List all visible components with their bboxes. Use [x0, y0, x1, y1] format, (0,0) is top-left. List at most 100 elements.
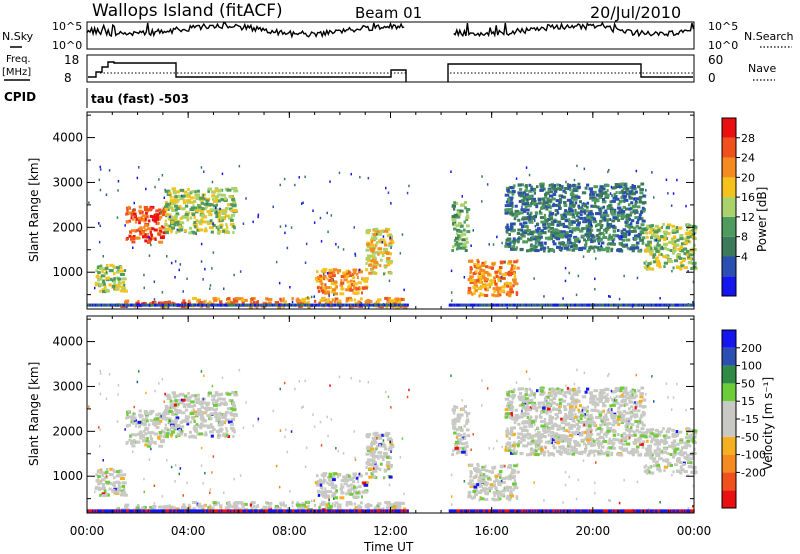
cpid-value: tau (fast) -503: [91, 92, 189, 106]
power-cell: [641, 227, 645, 231]
power-cell: [370, 259, 375, 263]
power-cell: [383, 248, 388, 252]
velocity-cell: [187, 415, 191, 419]
velocity-cell: [204, 411, 207, 415]
velocity-cell: [343, 482, 348, 486]
power-cell: [109, 263, 113, 267]
velocity-cell: [455, 436, 459, 440]
velocity-cell: [517, 422, 521, 426]
power-cell: [477, 303, 480, 307]
power-cell: [671, 230, 677, 234]
power-cell: [242, 222, 245, 225]
power-cell: [402, 298, 405, 301]
power-cell: [352, 268, 358, 272]
power-cell: [235, 303, 237, 307]
power-cell: [347, 303, 350, 307]
velocity-cell: [478, 482, 481, 486]
power-colorbar-swatch: [722, 137, 736, 158]
velocity-cell: [165, 435, 169, 439]
velocity-cell: [513, 469, 516, 473]
velocity-cell: [136, 506, 140, 510]
power-colorbar-label: Power [dB]: [755, 187, 769, 252]
power-cell: [385, 303, 388, 307]
velocity-cell: [553, 439, 558, 443]
power-cell: [355, 287, 360, 291]
power-cell: [651, 253, 657, 257]
velocity-cell: [340, 483, 343, 487]
power-cell: [334, 297, 339, 301]
power-cell: [504, 211, 508, 215]
freq-label-1: Freq.: [6, 54, 31, 65]
power-cell: [509, 224, 512, 227]
power-cell: [533, 189, 536, 193]
power-cell: [533, 215, 537, 219]
power-cell: [458, 303, 461, 307]
velocity-cell: [488, 489, 491, 493]
power-cell: [598, 232, 602, 236]
power-cell: [541, 231, 547, 235]
power-cell: [501, 285, 506, 289]
power-cell: [113, 266, 117, 270]
power-cell: [511, 204, 514, 208]
power-cell: [493, 289, 496, 293]
power-cell: [661, 246, 663, 249]
velocity-cell: [567, 391, 570, 395]
power-cell: [567, 303, 570, 307]
power-cell: [367, 259, 372, 263]
power-cell: [174, 195, 178, 199]
velocity-cell: [250, 506, 254, 510]
power-cell: [155, 209, 160, 213]
power-cell: [606, 225, 611, 229]
velocity-cell: [313, 503, 317, 507]
power-cell: [142, 303, 145, 307]
power-cell: [574, 211, 578, 215]
velocity-cell: [575, 430, 580, 434]
velocity-cell: [478, 474, 482, 478]
velocity-cell: [513, 476, 516, 480]
velocity-cell: [504, 476, 509, 480]
power-cell: [237, 303, 240, 307]
power-cell: [637, 185, 641, 189]
power-cell: [686, 253, 689, 257]
power-cell: [402, 305, 408, 309]
power-cell: [638, 236, 642, 240]
velocity-cell: [320, 493, 325, 497]
power-cell: [675, 303, 677, 307]
power-cell: [618, 191, 623, 195]
power-cell: [667, 258, 671, 262]
power-cell: [389, 261, 393, 265]
power-cell: [226, 188, 232, 192]
power-cell: [608, 204, 612, 207]
power-cell: [342, 281, 345, 285]
velocity-cell: [166, 428, 169, 432]
power-cell: [678, 303, 681, 307]
velocity-cell: [384, 469, 387, 473]
power-cell: [130, 237, 133, 241]
power-cell: [469, 280, 474, 284]
power-cell: [377, 303, 380, 307]
power-cell: [528, 194, 533, 198]
power-cell: [279, 303, 282, 307]
power-cell: [331, 288, 336, 292]
velocity-cell: [353, 502, 357, 506]
power-cell: [313, 303, 316, 307]
velocity-cell: [206, 414, 212, 417]
power-cell: [213, 199, 218, 203]
power-cell: [526, 216, 531, 219]
velocity-cell: [528, 417, 532, 421]
velocity-cell: [369, 447, 375, 451]
power-cell: [590, 240, 594, 244]
power-cell: [182, 290, 184, 293]
power-cell: [639, 211, 644, 215]
power-cell: [655, 239, 657, 242]
power-cell: [539, 188, 544, 192]
power-cell: [177, 223, 182, 227]
power-cell: [475, 264, 480, 268]
velocity-cell: [642, 440, 646, 444]
power-cell: [380, 258, 383, 262]
power-cell: [459, 233, 464, 237]
velocity-cell: [469, 479, 474, 483]
power-cell: [279, 225, 282, 228]
power-cell: [675, 230, 679, 234]
power-cell: [369, 243, 375, 247]
